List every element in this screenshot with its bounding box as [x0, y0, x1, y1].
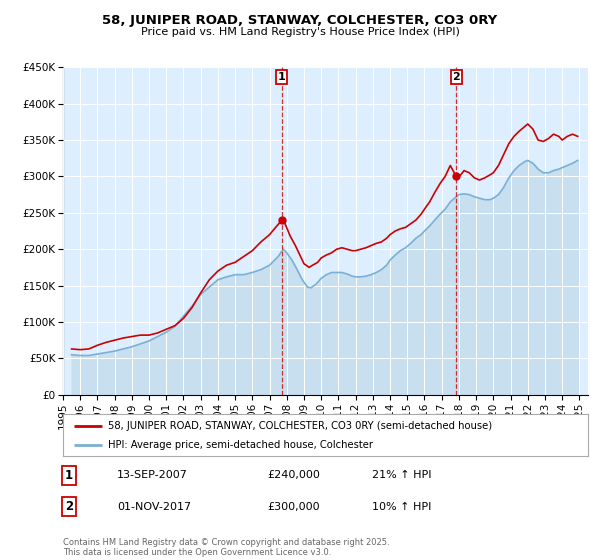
- Text: HPI: Average price, semi-detached house, Colchester: HPI: Average price, semi-detached house,…: [107, 441, 373, 450]
- Text: 01-NOV-2017: 01-NOV-2017: [117, 502, 191, 512]
- Text: 1: 1: [278, 72, 286, 82]
- Text: 2: 2: [65, 500, 73, 514]
- Text: 13-SEP-2007: 13-SEP-2007: [117, 470, 188, 480]
- Text: 2: 2: [452, 72, 460, 82]
- Text: £240,000: £240,000: [267, 470, 320, 480]
- Text: 58, JUNIPER ROAD, STANWAY, COLCHESTER, CO3 0RY: 58, JUNIPER ROAD, STANWAY, COLCHESTER, C…: [103, 14, 497, 27]
- Text: 10% ↑ HPI: 10% ↑ HPI: [372, 502, 431, 512]
- Text: Contains HM Land Registry data © Crown copyright and database right 2025.
This d: Contains HM Land Registry data © Crown c…: [63, 538, 389, 557]
- Text: Price paid vs. HM Land Registry's House Price Index (HPI): Price paid vs. HM Land Registry's House …: [140, 27, 460, 37]
- Text: 58, JUNIPER ROAD, STANWAY, COLCHESTER, CO3 0RY (semi-detached house): 58, JUNIPER ROAD, STANWAY, COLCHESTER, C…: [107, 421, 492, 431]
- Text: £300,000: £300,000: [267, 502, 320, 512]
- Text: 21% ↑ HPI: 21% ↑ HPI: [372, 470, 431, 480]
- Text: 1: 1: [65, 469, 73, 482]
